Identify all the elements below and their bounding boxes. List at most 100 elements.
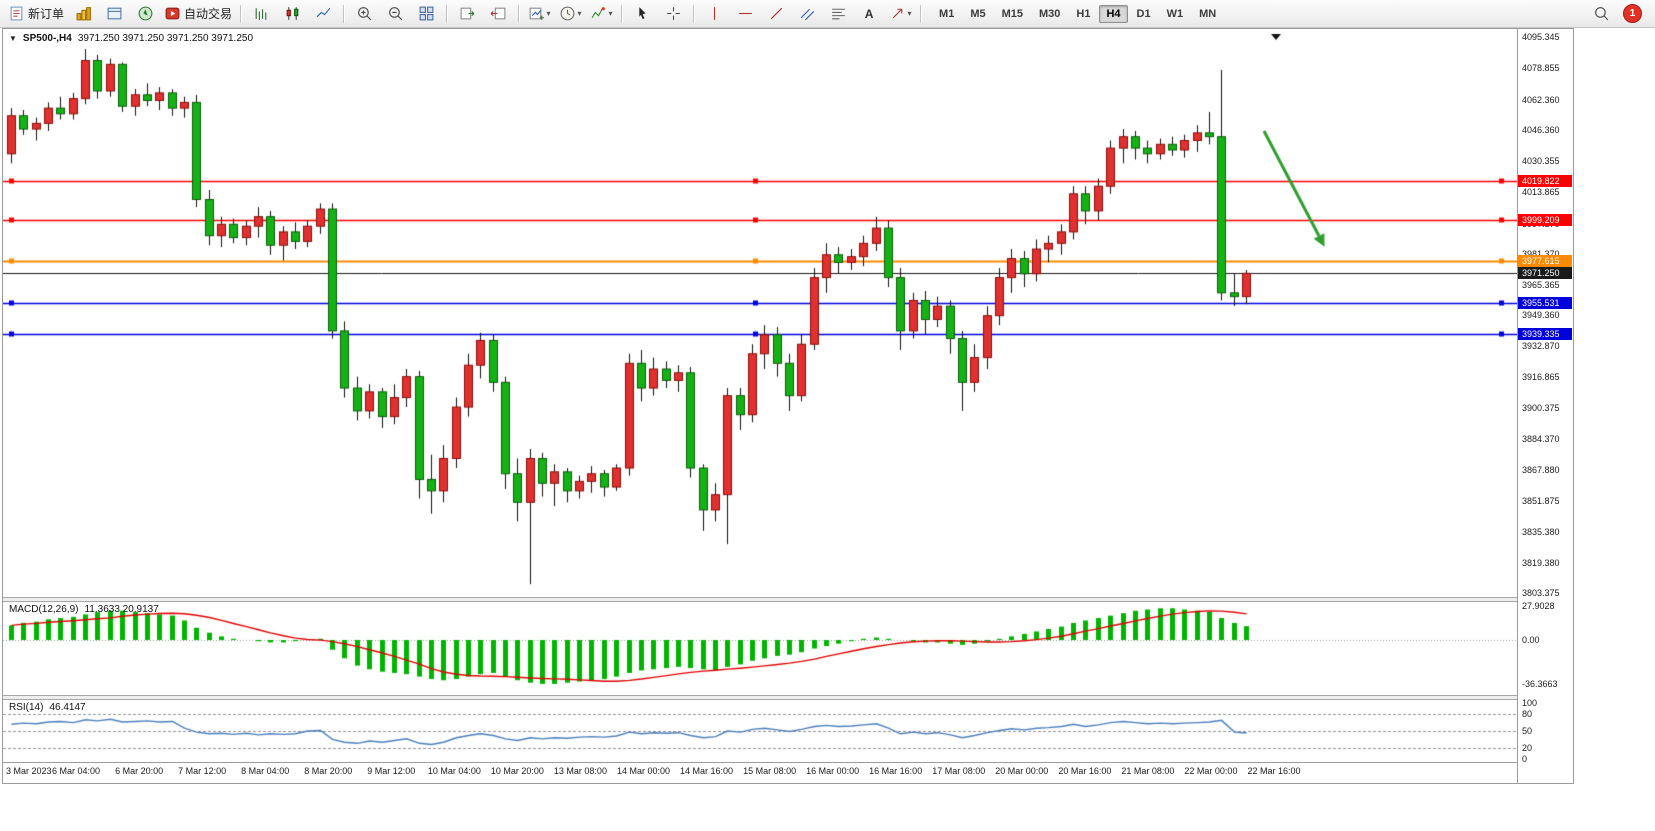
text-button[interactable]: A xyxy=(854,3,884,25)
time-axis-label: 13 Mar 08:00 xyxy=(553,766,607,776)
crosshair-icon xyxy=(666,7,680,20)
price-axis[interactable] xyxy=(1517,29,1573,783)
market-watch-icon xyxy=(76,7,91,21)
text-icon: A xyxy=(864,6,874,21)
price-axis-label: 3916.865 xyxy=(1522,371,1560,382)
data-window-button[interactable] xyxy=(99,3,129,25)
price-axis-label: 3803.375 xyxy=(1522,587,1560,598)
rsi-axis-label: 100 xyxy=(1522,698,1538,708)
price-axis-label: 4062.360 xyxy=(1522,94,1560,105)
price-chart-canvas[interactable] xyxy=(3,31,1517,597)
autotrading-button[interactable]: 自动交易 xyxy=(161,3,235,25)
indicators-icon xyxy=(591,7,605,19)
time-axis-label: 3 Mar 2023 xyxy=(6,766,52,776)
pane-splitter[interactable] xyxy=(3,597,1573,602)
price-axis-label: 4046.360 xyxy=(1522,125,1560,136)
zoom-in-button[interactable] xyxy=(349,3,379,25)
price-axis-label: 3884.370 xyxy=(1522,433,1560,444)
price-axis-label: 3835.380 xyxy=(1522,527,1560,538)
price-axis-label: 4030.355 xyxy=(1522,155,1560,166)
trendline-icon xyxy=(770,7,782,20)
notifications-badge[interactable]: 1 xyxy=(1623,4,1642,23)
tile-windows-button[interactable] xyxy=(411,3,441,25)
time-axis-label: 10 Mar 04:00 xyxy=(427,766,481,776)
search-button[interactable] xyxy=(1586,3,1616,25)
chart-dropdown-icon[interactable]: ▼ xyxy=(9,34,17,43)
market-watch-button[interactable] xyxy=(68,3,98,25)
navigator-icon xyxy=(138,6,152,21)
rsi-value: 46.4147 xyxy=(49,702,86,713)
arrows-button[interactable]: ▾ xyxy=(885,3,915,25)
line-chart-icon xyxy=(316,7,330,18)
auto-scroll-button[interactable] xyxy=(452,3,482,25)
navigator-button[interactable] xyxy=(130,3,160,25)
rsi-axis-label: 0 xyxy=(1522,754,1528,764)
chart-shift-button[interactable] xyxy=(483,3,513,25)
ohlc-values: 3971.250 3971.250 3971.250 3971.250 xyxy=(77,33,254,44)
line-chart-button[interactable] xyxy=(308,3,338,25)
timeframe-button-mn[interactable]: MN xyxy=(1199,7,1217,20)
toolbar-separator xyxy=(920,4,922,23)
timeframe-button-d1[interactable]: D1 xyxy=(1136,7,1151,20)
price-line-badge: 3999.209 xyxy=(1518,214,1572,227)
timeframe-button-h4[interactable]: H4 xyxy=(1099,4,1128,23)
zoom-out-button[interactable] xyxy=(380,3,410,25)
toolbar-separator xyxy=(446,4,448,23)
price-axis-label: 3949.360 xyxy=(1522,309,1560,320)
toolbar-separator xyxy=(343,4,345,23)
toolbar-separator xyxy=(518,4,520,23)
zoom-out-icon xyxy=(388,7,402,21)
cursor-button[interactable] xyxy=(627,3,657,25)
timeframe-button-w1[interactable]: W1 xyxy=(1166,7,1184,20)
fibonacci-icon xyxy=(831,8,845,20)
timeframe-button-m1[interactable]: M1 xyxy=(939,7,955,20)
candlestick-chart-button[interactable] xyxy=(277,3,307,25)
channel-button[interactable] xyxy=(792,3,822,25)
timeframe-button-m30[interactable]: M30 xyxy=(1039,7,1061,20)
timeframe-group: M1 M5 M15 M30 H1 H4 D1 W1 MN xyxy=(932,4,1223,23)
chevron-down-icon: ▾ xyxy=(577,9,582,18)
fibonacci-button[interactable] xyxy=(823,3,853,25)
new-order-label: 新订单 xyxy=(28,7,65,21)
price-axis-label: 4095.345 xyxy=(1522,32,1560,42)
periods-button[interactable]: ▾ xyxy=(555,3,585,25)
search-icon xyxy=(1594,7,1608,21)
new-order-button[interactable]: 新订单 xyxy=(5,3,67,25)
chevron-down-icon: ▾ xyxy=(546,9,551,18)
trendline-button[interactable] xyxy=(761,3,791,25)
macd-canvas[interactable] xyxy=(3,602,1517,695)
price-axis-label: 3965.365 xyxy=(1522,279,1560,290)
macd-axis-label: -36.3663 xyxy=(1522,679,1558,690)
macd-values: 11.3633 20.9137 xyxy=(84,604,159,615)
price-axis-label: 4078.855 xyxy=(1522,63,1560,74)
new-chart-button[interactable]: ▾ xyxy=(524,3,554,25)
indicators-button[interactable]: ▾ xyxy=(586,3,616,25)
cursor-icon xyxy=(638,7,646,20)
price-line-badge: 3939.335 xyxy=(1518,328,1572,341)
macd-indicator-label: MACD(12,26,9) 11.3633 20.9137 xyxy=(9,604,159,615)
bar-chart-button[interactable] xyxy=(246,3,276,25)
pane-splitter[interactable] xyxy=(3,695,1573,700)
rsi-axis-label: 50 xyxy=(1522,726,1533,736)
time-axis-label: 16 Mar 16:00 xyxy=(869,766,923,776)
new-order-icon xyxy=(10,6,23,21)
toolbar: 新订单 自动交易 ▾ ▾ xyxy=(0,0,1655,28)
chevron-down-icon: ▾ xyxy=(907,9,912,18)
timeframe-button-m15[interactable]: M15 xyxy=(1001,7,1023,20)
autotrading-label: 自动交易 xyxy=(184,7,233,21)
rsi-canvas[interactable] xyxy=(3,700,1517,762)
timeframe-button-h1[interactable]: H1 xyxy=(1076,7,1091,20)
time-axis[interactable] xyxy=(3,762,1573,783)
time-axis-label: 22 Mar 00:00 xyxy=(1184,766,1238,776)
zoom-in-icon xyxy=(357,7,371,21)
crosshair-button[interactable] xyxy=(658,3,688,25)
chevron-down-icon: ▾ xyxy=(608,9,613,18)
time-axis-label: 14 Mar 00:00 xyxy=(616,766,671,776)
time-axis-label: 20 Mar 00:00 xyxy=(995,766,1049,776)
price-axis-label: 3819.380 xyxy=(1522,557,1560,568)
timeframe-button-m5[interactable]: M5 xyxy=(970,7,986,20)
vertical-line-button[interactable] xyxy=(699,3,729,25)
horizontal-line-button[interactable] xyxy=(730,3,760,25)
macd-axis-label: 0.00 xyxy=(1522,635,1540,645)
time-axis-label: 20 Mar 16:00 xyxy=(1058,766,1112,776)
